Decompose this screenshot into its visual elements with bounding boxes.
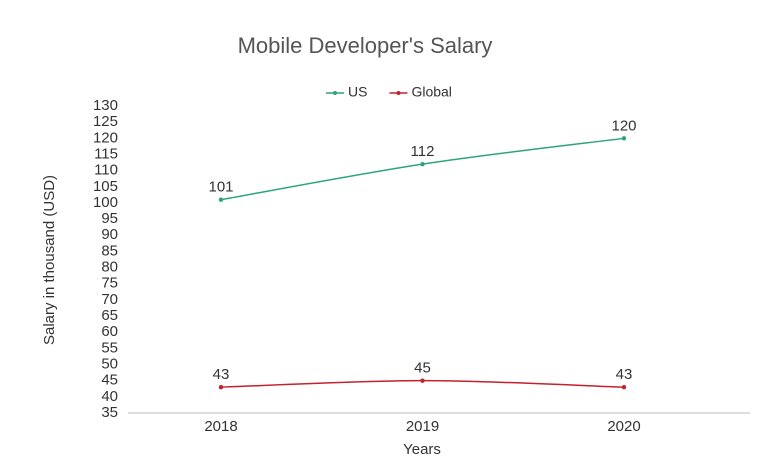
data-label: 45 — [414, 360, 431, 377]
y-tick-label: 35 — [101, 404, 118, 421]
y-tick-label: 110 — [94, 162, 118, 179]
y-tick-label: 65 — [101, 307, 118, 324]
data-label: 43 — [616, 366, 633, 383]
y-axis-label: Salary in thousand (USD) — [41, 175, 58, 345]
y-tick-label: 50 — [101, 355, 118, 372]
y-tick-label: 45 — [101, 372, 118, 389]
y-tick-label: 85 — [101, 242, 118, 259]
y-tick-label: 105 — [93, 178, 118, 195]
x-axis-label: Years — [403, 441, 441, 458]
y-tick-label: 115 — [94, 145, 118, 162]
x-tick-label: 2018 — [204, 418, 237, 435]
legend-marker — [333, 91, 337, 95]
y-tick-label: 130 — [93, 97, 118, 114]
data-point — [420, 161, 425, 167]
data-point — [218, 384, 224, 390]
y-tick-label: 125 — [93, 113, 118, 130]
legend-label: US — [348, 84, 367, 100]
legend-label: Global — [411, 84, 451, 100]
y-tick-label: 120 — [93, 129, 118, 146]
data-label: 112 — [411, 143, 435, 160]
y-tick-label: 100 — [93, 194, 118, 211]
y-tick-label: 55 — [101, 339, 118, 356]
y-tick-label: 75 — [101, 275, 118, 292]
legend-marker — [396, 91, 401, 95]
y-tick-label: 90 — [101, 226, 118, 243]
data-label: 101 — [208, 179, 233, 196]
y-tick-label: 80 — [101, 259, 118, 276]
data-point — [420, 378, 425, 383]
x-tick-label: 2020 — [607, 418, 640, 435]
chart-title: Mobile Developer's Salary — [238, 33, 493, 58]
x-tick-label: 2019 — [406, 418, 439, 435]
y-tick-label: 70 — [101, 291, 118, 308]
y-tick-label: 95 — [101, 210, 118, 227]
data-label: 43 — [213, 366, 230, 383]
data-point — [621, 136, 627, 141]
data-label: 120 — [611, 117, 636, 134]
data-point — [621, 384, 627, 390]
data-point — [218, 197, 224, 202]
y-tick-label: 40 — [101, 388, 118, 405]
y-tick-label: 60 — [101, 323, 118, 340]
